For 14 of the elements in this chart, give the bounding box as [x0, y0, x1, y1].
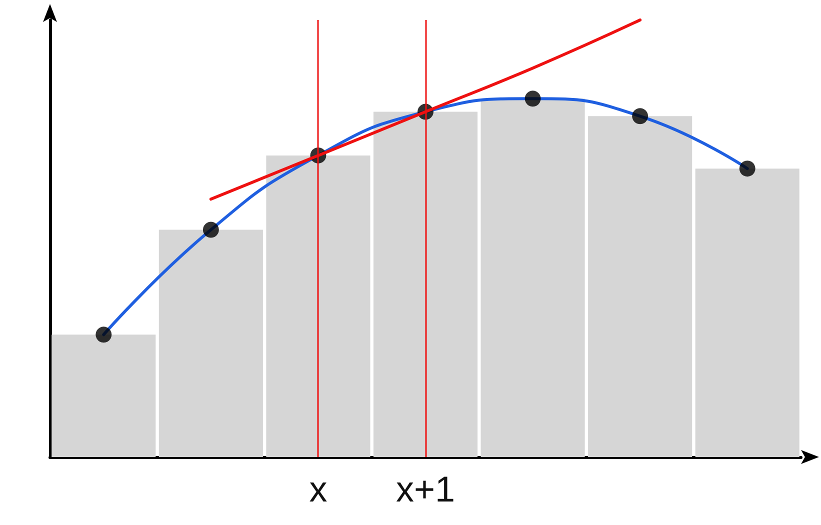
bar — [373, 112, 478, 457]
x-tick-label: x — [309, 468, 328, 510]
point — [202, 222, 219, 238]
bar — [480, 98, 585, 457]
point — [739, 160, 756, 177]
bar — [52, 334, 156, 457]
bar — [588, 116, 692, 457]
bar — [266, 155, 370, 457]
point — [96, 326, 112, 343]
bar — [158, 230, 263, 457]
bar — [695, 168, 800, 457]
point — [524, 90, 541, 107]
x-tick-label: x+1 — [396, 468, 456, 510]
point — [632, 108, 648, 124]
